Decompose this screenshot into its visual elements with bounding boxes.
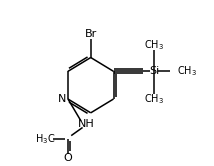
Text: N: N xyxy=(58,94,66,104)
Text: Si: Si xyxy=(149,66,159,76)
Text: O: O xyxy=(64,153,72,163)
Text: CH$_3$: CH$_3$ xyxy=(144,92,164,106)
Text: CH$_3$: CH$_3$ xyxy=(144,38,164,52)
Text: H$_3$C: H$_3$C xyxy=(35,132,55,146)
Text: Br: Br xyxy=(85,29,97,39)
Text: CH$_3$: CH$_3$ xyxy=(177,64,197,78)
Text: NH: NH xyxy=(77,119,94,129)
